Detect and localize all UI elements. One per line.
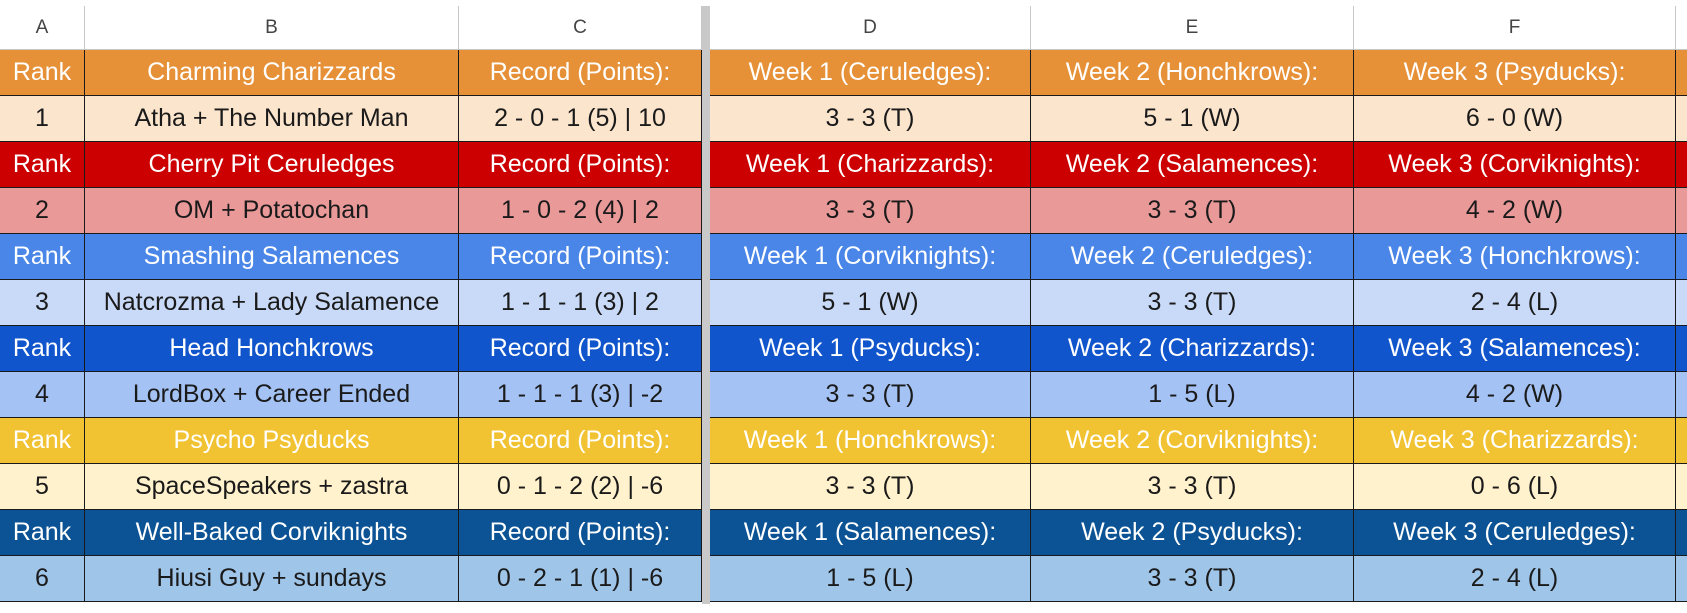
header-cell-week1[interactable]: Week 1 (Corviknights): (710, 234, 1031, 280)
header-cell-week3[interactable]: Week 3 (Honchkrows): (1354, 234, 1676, 280)
value-cell-week2[interactable]: 3 - 3 (T) (1031, 464, 1354, 510)
value-cell-rank[interactable]: 1 (0, 96, 85, 142)
value-cell-overflow[interactable] (1676, 96, 1687, 142)
value-cell-rank[interactable]: 5 (0, 464, 85, 510)
header-cell-team[interactable]: Psycho Psyducks (85, 418, 459, 464)
header-cell-team[interactable]: Cherry Pit Ceruledges (85, 142, 459, 188)
header-cell-record[interactable]: Record (Points): (459, 234, 702, 280)
value-cell-team[interactable]: Hiusi Guy + sundays (85, 556, 459, 602)
column-header-a[interactable]: A (0, 6, 85, 50)
value-cell-overflow[interactable] (1676, 372, 1687, 418)
column-header-f[interactable]: F (1354, 6, 1676, 50)
column-header-d[interactable]: D (710, 6, 1031, 50)
header-cell-week1[interactable]: Week 1 (Salamences): (710, 510, 1031, 556)
header-cell-week1[interactable]: Week 1 (Honchkrows): (710, 418, 1031, 464)
header-cell-week2[interactable]: Week 2 (Psyducks): (1031, 510, 1354, 556)
value-cell-overflow[interactable] (1676, 188, 1687, 234)
value-cell-overflow[interactable] (1676, 556, 1687, 602)
column-header-g-partial[interactable] (1676, 6, 1687, 50)
value-cell-week3[interactable]: 4 - 2 (W) (1354, 188, 1676, 234)
header-cell-rank[interactable]: Rank (0, 50, 85, 96)
frozen-column-divider[interactable] (702, 6, 710, 606)
value-cell-team[interactable]: SpaceSpeakers + zastra (85, 464, 459, 510)
header-cell-rank[interactable]: Rank (0, 510, 85, 556)
value-cell-rank[interactable]: 3 (0, 280, 85, 326)
header-cell-week1[interactable]: Week 1 (Psyducks): (710, 326, 1031, 372)
header-cell-week2[interactable]: Week 2 (Honchkrows): (1031, 50, 1354, 96)
grid-bottom-edge (0, 604, 1687, 613)
header-cell-week3[interactable]: Week 3 (Ceruledges): (1354, 510, 1676, 556)
value-cell-week1[interactable]: 3 - 3 (T) (710, 188, 1031, 234)
header-cell-week1[interactable]: Week 1 (Ceruledges): (710, 50, 1031, 96)
value-cell-rank[interactable]: 2 (0, 188, 85, 234)
value-cell-team[interactable]: OM + Potatochan (85, 188, 459, 234)
header-cell-week2[interactable]: Week 2 (Ceruledges): (1031, 234, 1354, 280)
value-cell-week3[interactable]: 4 - 2 (W) (1354, 372, 1676, 418)
header-cell-week3[interactable]: Week 3 (Charizzards): (1354, 418, 1676, 464)
header-cell-rank[interactable]: Rank (0, 326, 85, 372)
header-cell-overflow[interactable] (1676, 510, 1687, 556)
value-cell-team[interactable]: LordBox + Career Ended (85, 372, 459, 418)
column-header-b[interactable]: B (85, 6, 459, 50)
value-cell-week2[interactable]: 3 - 3 (T) (1031, 188, 1354, 234)
value-cell-rank[interactable]: 6 (0, 556, 85, 602)
value-cell-week2[interactable]: 1 - 5 (L) (1031, 372, 1354, 418)
value-cell-overflow[interactable] (1676, 280, 1687, 326)
header-cell-team[interactable]: Head Honchkrows (85, 326, 459, 372)
header-cell-week2[interactable]: Week 2 (Charizzards): (1031, 326, 1354, 372)
value-cell-week3[interactable]: 6 - 0 (W) (1354, 96, 1676, 142)
value-cell-team[interactable]: Natcrozma + Lady Salamence (85, 280, 459, 326)
value-cell-overflow[interactable] (1676, 464, 1687, 510)
value-cell-record[interactable]: 0 - 2 - 1 (1) | -6 (459, 556, 702, 602)
header-cell-rank[interactable]: Rank (0, 234, 85, 280)
header-cell-record[interactable]: Record (Points): (459, 142, 702, 188)
header-cell-week2[interactable]: Week 2 (Corviknights): (1031, 418, 1354, 464)
header-cell-week3[interactable]: Week 3 (Corviknights): (1354, 142, 1676, 188)
header-cell-week1[interactable]: Week 1 (Charizzards): (710, 142, 1031, 188)
value-cell-week3[interactable]: 2 - 4 (L) (1354, 280, 1676, 326)
value-cell-week1[interactable]: 3 - 3 (T) (710, 372, 1031, 418)
header-cell-overflow[interactable] (1676, 234, 1687, 280)
header-cell-team[interactable]: Well-Baked Corviknights (85, 510, 459, 556)
value-cell-record[interactable]: 2 - 0 - 1 (5) | 10 (459, 96, 702, 142)
header-cell-rank[interactable]: Rank (0, 418, 85, 464)
value-cell-week1[interactable]: 3 - 3 (T) (710, 96, 1031, 142)
column-header-c[interactable]: C (459, 6, 702, 50)
value-cell-team[interactable]: Atha + The Number Man (85, 96, 459, 142)
value-cell-week1[interactable]: 5 - 1 (W) (710, 280, 1031, 326)
header-cell-rank[interactable]: Rank (0, 142, 85, 188)
header-cell-week2[interactable]: Week 2 (Salamences): (1031, 142, 1354, 188)
header-cell-record[interactable]: Record (Points): (459, 510, 702, 556)
value-cell-week2[interactable]: 3 - 3 (T) (1031, 556, 1354, 602)
header-cell-overflow[interactable] (1676, 142, 1687, 188)
toolbar-edge (0, 0, 1687, 6)
value-cell-week1[interactable]: 3 - 3 (T) (710, 464, 1031, 510)
value-cell-week1[interactable]: 1 - 5 (L) (710, 556, 1031, 602)
value-cell-record[interactable]: 1 - 0 - 2 (4) | 2 (459, 188, 702, 234)
header-cell-overflow[interactable] (1676, 326, 1687, 372)
header-cell-team[interactable]: Smashing Salamences (85, 234, 459, 280)
header-cell-record[interactable]: Record (Points): (459, 50, 702, 96)
value-cell-week2[interactable]: 5 - 1 (W) (1031, 96, 1354, 142)
header-cell-record[interactable]: Record (Points): (459, 326, 702, 372)
value-cell-week3[interactable]: 2 - 4 (L) (1354, 556, 1676, 602)
value-cell-record[interactable]: 1 - 1 - 1 (3) | 2 (459, 280, 702, 326)
value-cell-week3[interactable]: 0 - 6 (L) (1354, 464, 1676, 510)
header-cell-overflow[interactable] (1676, 418, 1687, 464)
value-cell-record[interactable]: 1 - 1 - 1 (3) | -2 (459, 372, 702, 418)
value-cell-rank[interactable]: 4 (0, 372, 85, 418)
header-cell-overflow[interactable] (1676, 50, 1687, 96)
header-cell-week3[interactable]: Week 3 (Psyducks): (1354, 50, 1676, 96)
header-cell-team[interactable]: Charming Charizzards (85, 50, 459, 96)
column-header-e[interactable]: E (1031, 6, 1354, 50)
header-cell-record[interactable]: Record (Points): (459, 418, 702, 464)
value-cell-week2[interactable]: 3 - 3 (T) (1031, 280, 1354, 326)
value-cell-record[interactable]: 0 - 1 - 2 (2) | -6 (459, 464, 702, 510)
header-cell-week3[interactable]: Week 3 (Salamences): (1354, 326, 1676, 372)
